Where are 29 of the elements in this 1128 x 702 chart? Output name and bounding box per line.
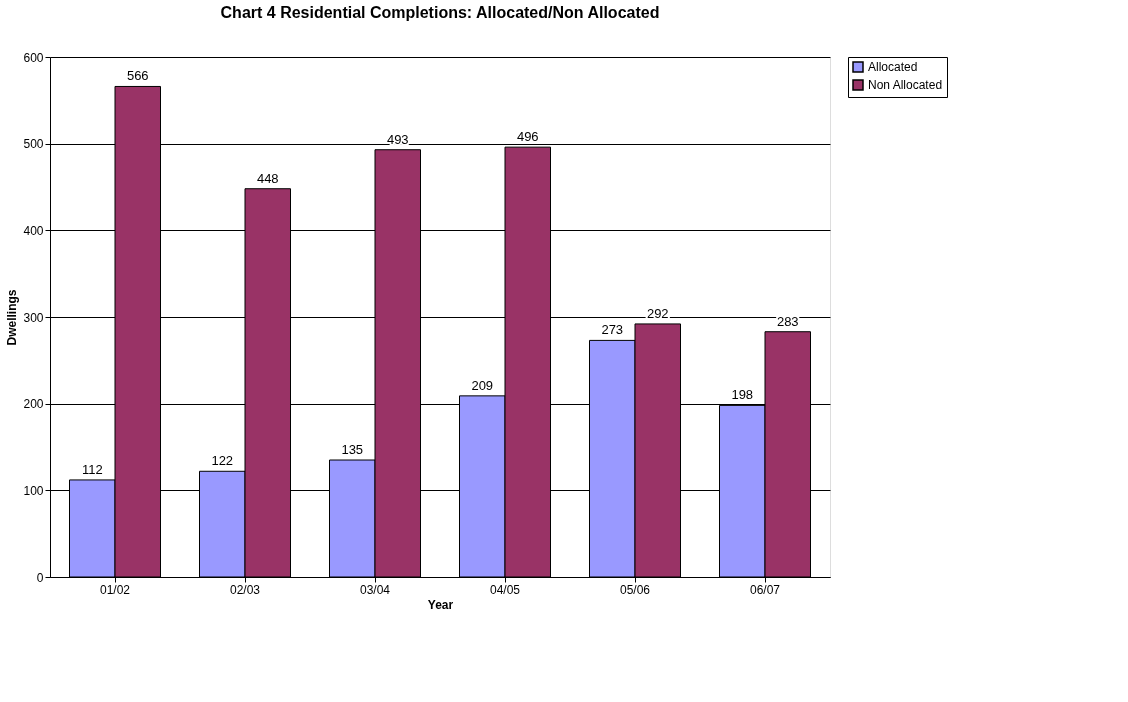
legend-label: Allocated xyxy=(868,60,918,74)
y-tick-label: 300 xyxy=(23,310,44,325)
data-label: 209 xyxy=(471,377,494,393)
y-tick-label: 500 xyxy=(23,137,44,152)
y-tick-label: 0 xyxy=(36,570,44,585)
data-label: 448 xyxy=(256,170,279,186)
x-tick-label: 02/03 xyxy=(229,582,261,597)
x-tick-label: 04/05 xyxy=(489,582,521,597)
x-tick-label: 05/06 xyxy=(619,582,651,597)
data-label: 566 xyxy=(126,68,149,84)
data-label: 273 xyxy=(601,322,624,338)
y-tick-label: 200 xyxy=(23,397,44,412)
data-label: 496 xyxy=(516,129,539,145)
x-tick-label: 03/04 xyxy=(359,582,391,597)
data-label: 135 xyxy=(341,442,364,457)
y-tick-label: 100 xyxy=(23,483,44,498)
chart-title: Chart 4 Residential Completions: Allocated/Non Allocated xyxy=(220,4,660,21)
y-tick-label: 600 xyxy=(23,50,44,65)
data-label: 283 xyxy=(776,313,799,329)
x-tick-label: 06/07 xyxy=(749,582,781,597)
x-tick-label: 01/02 xyxy=(99,582,131,597)
y-tick-label: 400 xyxy=(23,223,44,238)
data-label: 112 xyxy=(81,461,103,477)
y-axis-title: Dwellings xyxy=(5,289,20,346)
data-label: 493 xyxy=(386,131,409,147)
data-label: 198 xyxy=(731,387,754,403)
x-axis-title: Year xyxy=(427,597,454,612)
legend-label: Non Allocated xyxy=(868,78,943,92)
data-label: 122 xyxy=(211,453,234,469)
